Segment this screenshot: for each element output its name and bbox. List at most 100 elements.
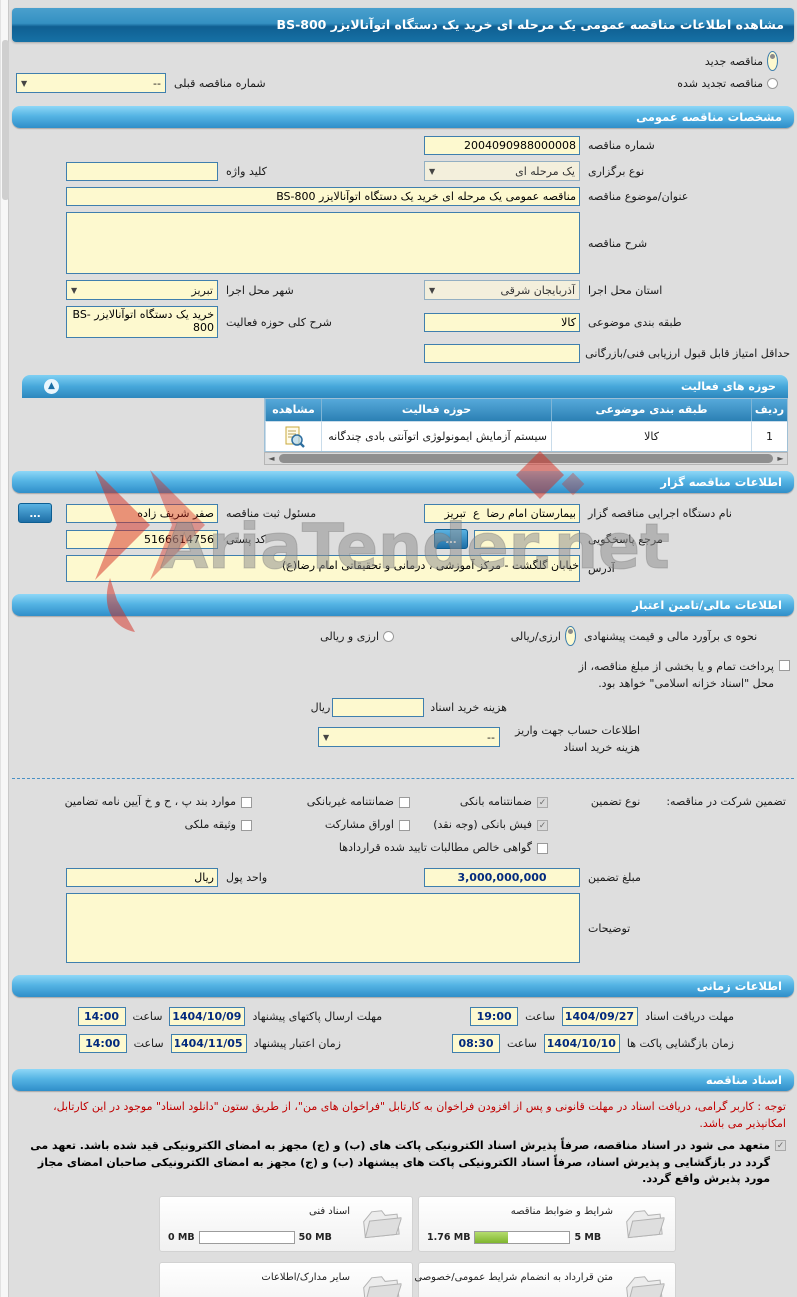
- doc-receipt-deadline-time[interactable]: [470, 1007, 519, 1027]
- section-schedule: اطلاعات زمانی: [12, 975, 794, 998]
- radio-currency-and-rial-label: ارزی و ریالی: [320, 629, 379, 643]
- guarantee-bank-checkbox[interactable]: ✓: [537, 797, 548, 809]
- browse-reference-button[interactable]: ...: [434, 529, 468, 549]
- proposal-send-deadline-time[interactable]: [77, 1007, 126, 1027]
- activity-areas-header: حوزه های فعالیت ▲: [22, 375, 788, 398]
- divider: [12, 778, 794, 780]
- proposal-validity-time[interactable]: [78, 1034, 127, 1054]
- card-title: سایر مدارک/اطلاعات: [261, 1271, 350, 1283]
- radio-new-tender[interactable]: [767, 51, 778, 71]
- treasury-checkbox[interactable]: [779, 660, 790, 671]
- section-financial: اطلاعات مالی/تامین اعتبار: [12, 594, 794, 616]
- tender-desc-field[interactable]: [66, 212, 580, 274]
- keyword-field[interactable]: [66, 161, 218, 181]
- browse-registrar-button[interactable]: ...: [18, 503, 52, 523]
- card-contract-text[interactable]: متن قرارداد به انضمام شرایط عمومی/خصوصی …: [414, 1261, 676, 1297]
- activity-scope-field[interactable]: خرید یک دستگاه اتوآنالایزر BS-800: [66, 306, 218, 338]
- radio-rial[interactable]: [565, 626, 576, 646]
- reference-field[interactable]: [474, 529, 580, 549]
- radio-renewed-tender[interactable]: [767, 77, 778, 89]
- esign-commitment-checkbox[interactable]: ✓: [775, 1140, 786, 1152]
- table-header-row: ردیف طبقه بندی موضوعی حوزه فعالیت مشاهده: [265, 399, 787, 421]
- guarantee-block: تضمین شرکت در مناقصه: نوع تضمین ✓ ضمانتنا…: [64, 795, 786, 855]
- card-technical-docs[interactable]: اسناد فنی 0 MB 50 MB: [159, 1195, 413, 1252]
- province-label: استان محل اجرا: [588, 283, 663, 297]
- general-specs-form: شماره مناقصه نوع برگزاری یک مرحله ای ▼ ک…: [12, 128, 794, 371]
- postal-code-field[interactable]: [66, 529, 218, 549]
- guarantee-bylaw-checkbox[interactable]: [241, 797, 252, 809]
- guarantee-property-checkbox[interactable]: [241, 820, 252, 832]
- col-activity: حوزه فعالیت: [321, 399, 551, 421]
- doc-receipt-deadline-date[interactable]: [562, 1007, 639, 1027]
- currency-label: واحد پول: [226, 871, 268, 885]
- chevron-down-icon: ▼: [21, 78, 28, 88]
- financial-form: نحوه ی برآورد مالی و قیمت پیشنهادی ارزی/…: [12, 616, 794, 772]
- scroll-right-arrow-icon[interactable]: ►: [777, 454, 784, 463]
- guarantee-amount-field[interactable]: [424, 868, 580, 888]
- folder-icon: [356, 1270, 404, 1297]
- cell-index: 1: [751, 421, 787, 451]
- currency-field[interactable]: [66, 868, 218, 888]
- prev-tender-number-label: شماره مناقصه قبلی: [174, 76, 266, 90]
- chevron-down-icon: ▼: [323, 732, 330, 742]
- registrar-field[interactable]: [66, 503, 218, 523]
- card-tender-terms[interactable]: شرایط و ضوابط مناقصه 1.76 MB 5 MB: [418, 1195, 676, 1252]
- guarantee-bonds-checkbox[interactable]: [399, 820, 410, 832]
- cell-category: کالا: [551, 421, 751, 451]
- scroll-left-arrow-icon[interactable]: ◄: [268, 454, 275, 463]
- schedule-row: زمان بازگشایی پاکت ها ساعت زمان اعتبار پ…: [16, 1034, 734, 1054]
- col-view: مشاهده: [265, 399, 321, 421]
- holding-type-select[interactable]: یک مرحله ای ▼: [424, 161, 580, 181]
- collapse-toggle-icon[interactable]: ▲: [44, 379, 59, 394]
- envelope-opening-time[interactable]: [451, 1034, 500, 1054]
- hscroll-thumb[interactable]: [279, 454, 773, 463]
- guarantee-claims-checkbox[interactable]: [537, 843, 548, 855]
- tender-title-label: عنوان/موضوع مناقصه: [588, 190, 689, 203]
- tender-title-field[interactable]: [66, 187, 580, 206]
- doc-fee-field[interactable]: [332, 698, 425, 718]
- scrollbar-thumb[interactable]: [2, 40, 9, 200]
- proposal-validity-label: زمان اعتبار پیشنهاد: [253, 1037, 341, 1051]
- activity-areas-panel: حوزه های فعالیت ▲ ردیف طبقه بندی موضوعی …: [22, 375, 788, 465]
- prev-tender-number-select[interactable]: -- ▼: [16, 73, 166, 93]
- estimate-method-label: نحوه ی برآورد مالی و قیمت پیشنهادی: [584, 629, 758, 643]
- chevron-down-icon: ▼: [429, 285, 436, 295]
- card-other-docs[interactable]: سایر مدارک/اطلاعات 0 MB 50 MB: [159, 1261, 413, 1297]
- subject-category-field[interactable]: [424, 312, 580, 332]
- notes-label: توضیحات: [588, 921, 631, 935]
- address-field[interactable]: خیابان گلگشت - مرکز آموزشی ، درمانی و تح…: [66, 555, 580, 582]
- agency-field[interactable]: [424, 503, 580, 523]
- min-score-field[interactable]: [424, 344, 580, 363]
- postal-code-label: کد پستی: [226, 532, 266, 546]
- envelope-opening-date[interactable]: [543, 1034, 620, 1054]
- agency-label: نام دستگاه اجرایی مناقصه گزار: [588, 506, 732, 520]
- envelope-opening-label: زمان بازگشایی پاکت ها: [626, 1037, 734, 1051]
- card-title: متن قرارداد به انضمام شرایط عمومی/خصوصی: [414, 1271, 613, 1283]
- table-horizontal-scrollbar[interactable]: ► ◄: [264, 452, 788, 465]
- max-size: 50 MB: [298, 1231, 332, 1243]
- radio-currency-and-rial[interactable]: [383, 630, 394, 642]
- vertical-scrollbar[interactable]: [0, 0, 9, 1297]
- magnifier-document-icon: [285, 426, 305, 448]
- deposit-account-select[interactable]: -- ▼: [318, 727, 500, 748]
- proposal-validity-date[interactable]: [170, 1034, 247, 1054]
- view-row-button[interactable]: [265, 421, 321, 451]
- doc-receipt-deadline-label: مهلت دریافت اسناد: [645, 1010, 734, 1024]
- guarantee-amount-label: مبلغ تضمین: [588, 871, 641, 885]
- renew-block: مناقصه جدید مناقصه تجدید شده شماره مناقص…: [12, 42, 794, 102]
- radio-new-tender-label: مناقصه جدید: [704, 54, 763, 68]
- documents-block: توجه : کاربر گرامی، دریافت اسناد در مهلت…: [12, 1091, 794, 1297]
- tender-number-field[interactable]: [424, 136, 580, 155]
- notes-field[interactable]: [66, 893, 580, 964]
- schedule-rows: مهلت دریافت اسناد ساعت مهلت ارسال پاکتها…: [12, 997, 794, 1065]
- city-select[interactable]: تبریز ▼: [66, 280, 218, 300]
- schedule-row: مهلت دریافت اسناد ساعت مهلت ارسال پاکتها…: [16, 1007, 734, 1027]
- guarantee-bankslip-checkbox[interactable]: ✓: [537, 820, 548, 832]
- deposit-account-label: اطلاعات حساب جهت واریز هزینه خرید اسناد: [515, 724, 640, 754]
- current-size: 0 MB: [168, 1231, 195, 1243]
- folder-icon: [356, 1204, 404, 1244]
- folder-icon: [619, 1204, 667, 1244]
- proposal-send-deadline-date[interactable]: [169, 1007, 246, 1027]
- province-select[interactable]: آذربایجان شرقی ▼: [424, 280, 580, 300]
- guarantee-nonbank-checkbox[interactable]: [399, 797, 410, 809]
